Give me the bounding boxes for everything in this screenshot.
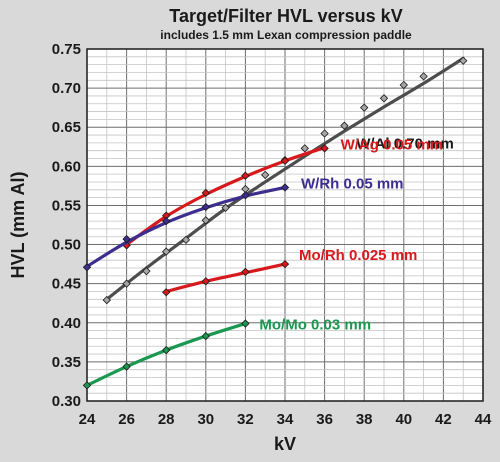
x-tick-label: 34: [277, 411, 294, 428]
x-tick-label: 24: [79, 411, 96, 428]
y-tick-label: 0.75: [52, 41, 81, 58]
gridlines: [87, 49, 483, 401]
series-label-mo-rh-0-025-mm: Mo/Rh 0.025 mm: [299, 247, 417, 264]
chart-subtitle: includes 1.5 mm Lexan compression paddle: [160, 28, 412, 42]
y-axis-label: HVL (mm Al): [8, 171, 28, 278]
x-tick-labels: 24 26 28 30 32 34 36 38 40 42 44: [79, 411, 492, 428]
y-tick-label: 0.70: [52, 80, 81, 97]
x-tick-label: 28: [158, 411, 175, 428]
x-tick-label: 40: [395, 411, 412, 428]
y-tick-label: 0.65: [52, 119, 81, 136]
x-tick-label: 30: [197, 411, 214, 428]
series-label-mo-mo-0-03-mm: Mo/Mo 0.03 mm: [259, 317, 371, 334]
x-axis-label: kV: [274, 434, 296, 454]
x-tick-label: 36: [316, 411, 333, 428]
y-tick-label: 0.40: [52, 315, 81, 332]
x-tick-label: 44: [475, 411, 492, 428]
y-tick-label: 0.55: [52, 197, 81, 214]
x-tick-label: 38: [356, 411, 373, 428]
y-tick-label: 0.60: [52, 158, 81, 175]
x-tick-label: 26: [118, 411, 135, 428]
y-tick-label: 0.30: [52, 393, 81, 410]
y-tick-labels: 0.30 0.35 0.40 0.45 0.50 0.55 0.60 0.65 0.70 0.75: [52, 41, 81, 410]
chart-title: Target/Filter HVL versus kV: [169, 6, 402, 26]
y-tick-label: 0.45: [52, 276, 81, 293]
series-label-w-ag-0-05-mm: W/Ag 0.05 mm: [341, 137, 444, 154]
y-tick-label: 0.35: [52, 354, 81, 371]
series-label-w-rh-0-05-mm: W/Rh 0.05 mm: [301, 175, 404, 192]
x-tick-label: 32: [237, 411, 254, 428]
x-tick-label: 42: [435, 411, 452, 428]
y-tick-label: 0.50: [52, 237, 81, 254]
